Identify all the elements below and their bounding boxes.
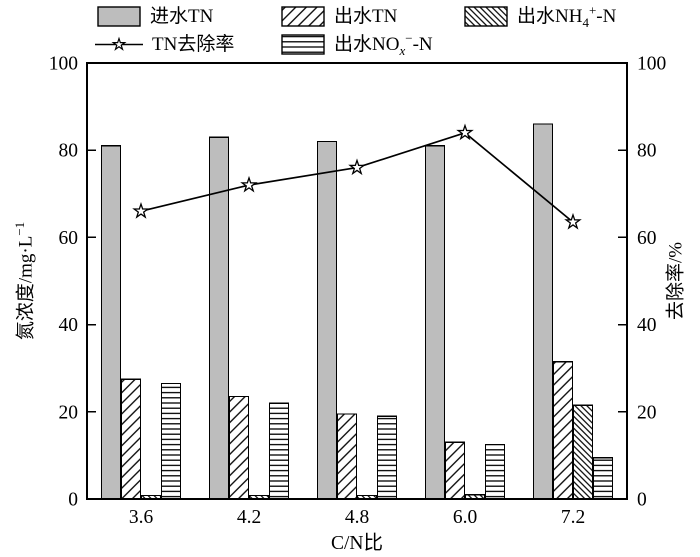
bar-series3-cat1	[268, 402, 290, 500]
legend-label-effluent-nox: 出水NOx−-N	[334, 30, 433, 58]
inflow-tn-swatch	[97, 6, 141, 27]
legend-item-inflow-tn: 进水TN	[97, 5, 213, 28]
bar-series1-cat1	[228, 395, 250, 500]
effluent-tn-swatch	[281, 6, 325, 27]
star-marker-point	[132, 201, 150, 219]
left-tick-label: 80	[59, 141, 79, 162]
left-tick-label: 100	[49, 54, 78, 75]
legend-label-inflow-tn: 进水TN	[150, 6, 214, 27]
left-axis-title: 氮浓度/mg·L−1	[12, 221, 37, 341]
star-marker-icon	[111, 36, 127, 51]
bar-series2-cat4	[572, 404, 594, 500]
star-marker-point	[564, 212, 582, 230]
x-tick-label: 3.6	[129, 507, 154, 528]
legend-item-effluent-nox: 出水NOx−-N	[281, 30, 433, 58]
legend-item-effluent-nh4: 出水NH4+-N	[464, 2, 617, 30]
bar-series1-cat0	[120, 378, 142, 500]
star-marker-point	[456, 123, 474, 141]
left-tick-label: 20	[59, 402, 79, 423]
bar-series1-cat4	[552, 361, 574, 500]
bar-series3-cat3	[484, 443, 506, 500]
right-tick-label: 60	[637, 228, 657, 249]
bar-series0-cat4	[532, 123, 554, 500]
bar-series1-cat2	[336, 413, 358, 500]
legend-item-tn-removal: TN去除率	[95, 33, 234, 56]
x-tick-label: 4.2	[237, 507, 261, 528]
bar-series0-cat3	[424, 145, 446, 500]
left-tick-label: 0	[68, 490, 78, 511]
legend-item-effluent-tn: 出水TN	[281, 5, 397, 28]
removal-rate-line	[140, 131, 574, 223]
effluent-nox-swatch	[281, 34, 325, 55]
right-tick-label: 20	[637, 402, 657, 423]
x-tick-label: 4.8	[345, 507, 369, 528]
tn-removal-swatch	[95, 36, 143, 51]
bar-series1-cat3	[444, 441, 466, 500]
right-tick-label: 100	[637, 54, 666, 75]
x-tick-label: 7.2	[561, 507, 585, 528]
bar-series0-cat2	[316, 140, 338, 500]
left-tick-label: 60	[59, 228, 79, 249]
bar-series3-cat4	[592, 456, 614, 500]
effluent-nh4-swatch	[464, 6, 508, 27]
right-tick-label: 0	[637, 490, 647, 511]
legend-label-effluent-nh4: 出水NH4+-N	[517, 2, 617, 30]
bar-series3-cat2	[376, 415, 398, 500]
plot-border	[86, 62, 628, 500]
right-axis-title: 去除率/%	[665, 241, 687, 321]
legend-label-tn-removal: TN去除率	[152, 34, 235, 55]
star-marker-point	[240, 175, 258, 193]
right-tick-label: 40	[637, 315, 657, 336]
x-axis-title: C/N比	[331, 532, 383, 554]
legend-label-effluent-tn: 出水TN	[334, 6, 398, 27]
x-tick-label: 6.0	[453, 507, 477, 528]
right-tick-label: 80	[637, 141, 657, 162]
left-tick-label: 40	[59, 315, 79, 336]
star-marker-point	[348, 158, 366, 176]
bar-series0-cat0	[100, 145, 122, 500]
bar-series3-cat0	[160, 382, 182, 500]
